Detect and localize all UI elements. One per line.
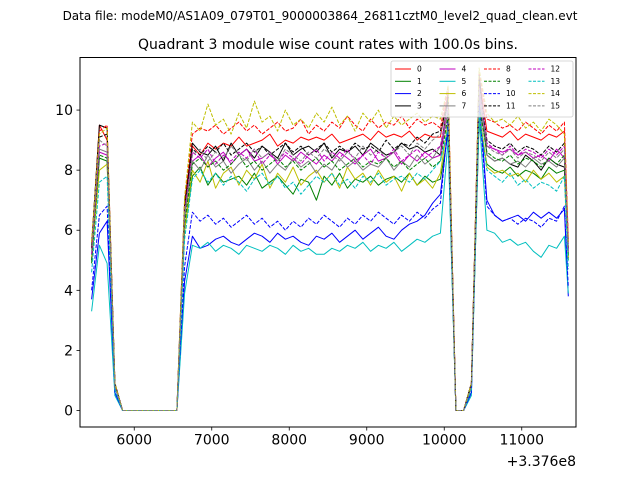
x-tick-label: 9000 (349, 433, 385, 449)
x-offset-label: +3.376e8 (507, 454, 576, 470)
chart-title: Quadrant 3 module wise count rates with … (138, 37, 518, 53)
legend-label-1: 1 (417, 77, 422, 86)
legend-label-13: 13 (551, 77, 561, 86)
x-tick-label: 7000 (194, 433, 230, 449)
legend-label-14: 14 (551, 89, 561, 98)
legend-label-9: 9 (506, 77, 511, 86)
series-line-15 (91, 88, 569, 411)
y-tick-label: 8 (64, 163, 73, 179)
legend-label-0: 0 (417, 65, 422, 74)
axis-ticks: 6000 7000 8000 9000 10000 11000 0 2 4 6 8 10 (55, 103, 544, 448)
x-tick-label: 11000 (499, 433, 544, 449)
y-tick-label: 6 (64, 223, 73, 239)
legend-label-6: 6 (462, 89, 467, 98)
y-tick-label: 2 (64, 343, 73, 359)
y-tick-label: 4 (64, 283, 73, 299)
legend-label-4: 4 (462, 65, 467, 74)
legend-label-12: 12 (551, 65, 561, 74)
legend-label-15: 15 (551, 102, 561, 111)
legend-label-10: 10 (506, 89, 516, 98)
x-tick-label: 8000 (271, 433, 307, 449)
legend-label-8: 8 (506, 65, 511, 74)
plot-area (91, 67, 569, 411)
legend-box (390, 60, 574, 118)
y-tick-label: 10 (55, 103, 73, 119)
legend-label-3: 3 (417, 102, 422, 111)
suptitle: Data file: modeM0/AS1A09_079T01_90000038… (63, 9, 578, 23)
legend-label-5: 5 (462, 77, 467, 86)
x-tick-label: 10000 (422, 433, 467, 449)
legend-label-11: 11 (506, 102, 516, 111)
x-tick-label: 6000 (116, 433, 152, 449)
legend-label-7: 7 (462, 102, 467, 111)
y-tick-label: 0 (64, 403, 73, 419)
legend-label-2: 2 (417, 89, 422, 98)
axes-frame (79, 57, 577, 428)
